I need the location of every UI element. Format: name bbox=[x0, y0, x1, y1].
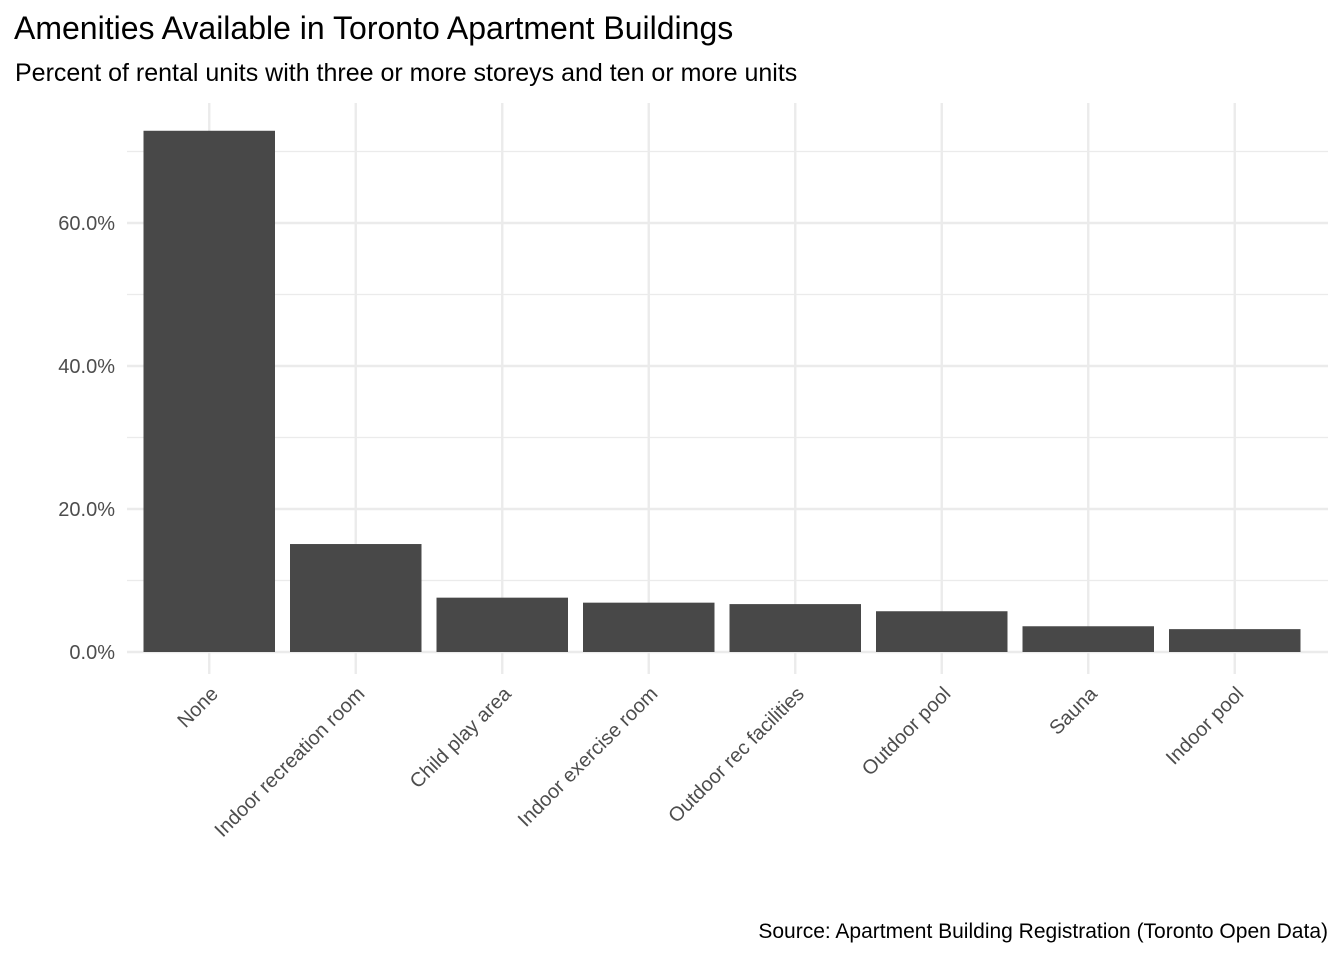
chart-caption: Source: Apartment Building Registration … bbox=[758, 920, 1328, 943]
chart-title: Amenities Available in Toronto Apartment… bbox=[14, 10, 734, 46]
y-tick-label: 40.0% bbox=[58, 356, 115, 378]
bar bbox=[1169, 629, 1301, 652]
y-tick-label: 20.0% bbox=[58, 499, 115, 521]
x-tick-label: Indoor exercise room bbox=[514, 683, 662, 831]
bar bbox=[290, 544, 422, 652]
bar bbox=[583, 602, 715, 652]
chart-subtitle: Percent of rental units with three or mo… bbox=[15, 59, 798, 87]
bar bbox=[876, 611, 1008, 652]
x-tick-label: Sauna bbox=[1045, 682, 1102, 739]
bar-layer bbox=[143, 130, 1301, 652]
y-axis-ticks: 0.0% 20.0% 40.0% 60.0% bbox=[58, 213, 115, 664]
x-tick-label: Indoor pool bbox=[1162, 683, 1248, 769]
y-tick-label: 0.0% bbox=[69, 642, 115, 664]
x-tick-label: Outdoor pool bbox=[858, 683, 955, 780]
x-tick-label: Indoor recreation room bbox=[211, 683, 370, 842]
bar bbox=[436, 597, 568, 652]
bar bbox=[143, 130, 275, 652]
bar bbox=[729, 604, 861, 652]
bar bbox=[1022, 626, 1154, 652]
y-tick-label: 60.0% bbox=[58, 213, 115, 235]
x-tick-label: Child play area bbox=[406, 682, 517, 793]
x-tick-label: None bbox=[173, 683, 222, 732]
x-tick-label: Outdoor rec facilities bbox=[664, 683, 808, 827]
